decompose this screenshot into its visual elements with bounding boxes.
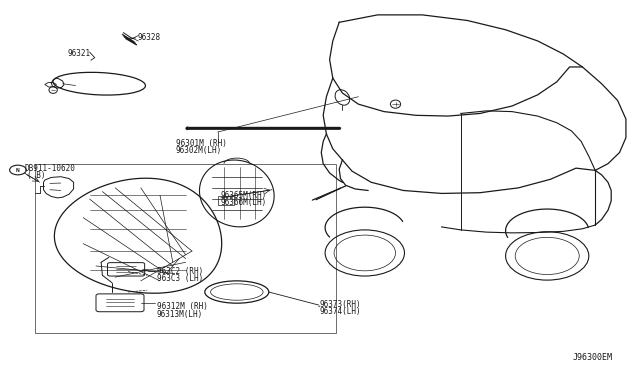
Text: 96328: 96328	[138, 33, 161, 42]
Text: 96365M(RH): 96365M(RH)	[221, 191, 267, 200]
Text: DB911-10620: DB911-10620	[24, 164, 75, 173]
Text: 96312M (RH): 96312M (RH)	[157, 302, 207, 311]
Text: J96300EM: J96300EM	[573, 353, 613, 362]
Text: N: N	[16, 167, 20, 173]
Text: 96313M(LH): 96313M(LH)	[157, 310, 203, 319]
Text: 96302M(LH): 96302M(LH)	[176, 146, 222, 155]
Text: 96366M(LH): 96366M(LH)	[221, 198, 267, 207]
Text: 96374(LH): 96374(LH)	[320, 307, 362, 316]
Text: ( B): ( B)	[27, 171, 45, 180]
Text: 963C3 (LH): 963C3 (LH)	[157, 275, 203, 283]
Text: 96301M (RH): 96301M (RH)	[176, 139, 227, 148]
Text: 963C2 (RH): 963C2 (RH)	[157, 267, 203, 276]
Bar	[218, 196, 234, 205]
Bar	[35, 164, 336, 333]
Text: 96373(RH): 96373(RH)	[320, 300, 362, 309]
Text: 96321: 96321	[67, 49, 90, 58]
